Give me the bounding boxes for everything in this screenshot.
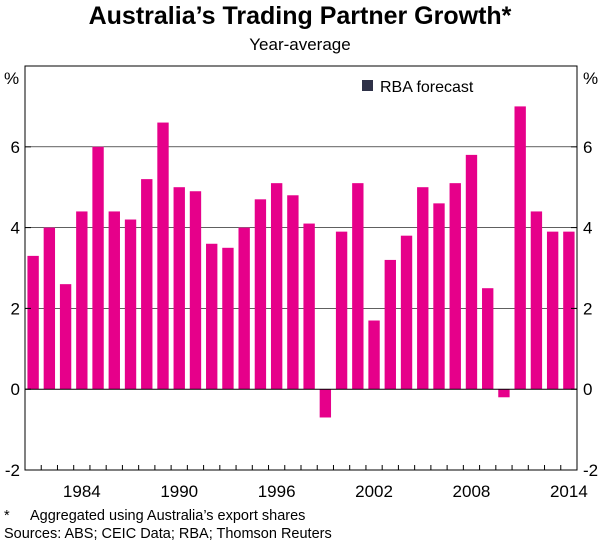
bars [27, 106, 575, 418]
footnote: * Aggregated using Australia’s export sha… [4, 508, 305, 524]
bar-1986 [108, 211, 120, 390]
x-tick-label-2014: 2014 [550, 482, 588, 501]
chart-subtitle: Year-average [249, 35, 351, 54]
y-tick-label-left: 6 [11, 138, 20, 157]
bar-2010 [498, 389, 510, 398]
bar-2014 [563, 231, 575, 390]
legend-label-forecast: RBA forecast [380, 79, 474, 96]
bar-2007 [449, 183, 461, 390]
bar-1999 [319, 389, 332, 418]
bar-2008 [465, 154, 478, 390]
y-tick-label-right: 4 [583, 219, 592, 238]
bar-1996 [270, 183, 283, 390]
bar-1995 [254, 199, 267, 390]
x-tick-label-1990: 1990 [160, 482, 198, 501]
footnote-marker: * [4, 508, 10, 524]
y-tick-label-right: -2 [583, 461, 598, 480]
gridlines [25, 146, 577, 309]
bar-1990 [173, 187, 185, 390]
bar-2005 [417, 187, 429, 390]
bar-2000 [335, 231, 348, 390]
bar-1982 [43, 227, 56, 390]
bar-1989 [157, 122, 169, 390]
bar-1985 [92, 146, 104, 390]
chart-title: Australia’s Trading Partner Growth* [88, 2, 512, 30]
legend-swatch-forecast [362, 80, 373, 91]
bar-2006 [433, 203, 445, 390]
bar-2009 [482, 288, 494, 390]
bar-2001 [352, 183, 364, 390]
x-tick-label-2008: 2008 [453, 482, 491, 501]
bar-1987 [124, 219, 137, 390]
y-tick-label-left: -2 [5, 461, 20, 480]
bar-2013 [546, 231, 559, 390]
footnote-text: Aggregated using Australia’s export shar… [30, 508, 306, 524]
bar-2003 [384, 259, 396, 390]
bar-1991 [189, 191, 202, 390]
plot-frame [24, 65, 578, 471]
x-tick-label-1996: 1996 [258, 482, 296, 501]
bar-2011 [514, 106, 526, 390]
bar-1984 [76, 211, 88, 390]
legend: RBA forecast [362, 79, 474, 96]
y-unit-left: % [4, 69, 19, 88]
y-tick-label-left: 2 [11, 299, 20, 318]
bar-1994 [238, 227, 250, 390]
x-tick-label-1984: 1984 [63, 482, 101, 501]
bar-1992 [206, 243, 218, 390]
bar-2004 [400, 235, 413, 390]
y-tick-label-right: 0 [583, 380, 592, 399]
y-tick-label-right: 2 [583, 299, 592, 318]
bar-1981 [27, 255, 39, 390]
y-axis: -2 -2 0 0 2 2 4 4 6 6 [5, 138, 598, 480]
bar-1997 [287, 195, 299, 390]
sources-note: Sources: ABS; CEIC Data; RBA; Thomson Re… [4, 526, 332, 542]
bar-1993 [222, 247, 234, 390]
bar-2002 [368, 320, 380, 390]
y-tick-label-right: 6 [583, 138, 592, 157]
bar-2012 [530, 211, 543, 390]
bar-1988 [141, 179, 153, 390]
y-tick-label-left: 0 [11, 380, 20, 399]
x-axis: 1984 1990 1996 2002 2008 2014 [24, 465, 588, 501]
y-unit-right: % [583, 69, 598, 88]
x-tick-label-2002: 2002 [355, 482, 393, 501]
bar-1998 [303, 223, 315, 390]
bar-1983 [59, 284, 72, 390]
y-tick-label-left: 4 [11, 219, 20, 238]
